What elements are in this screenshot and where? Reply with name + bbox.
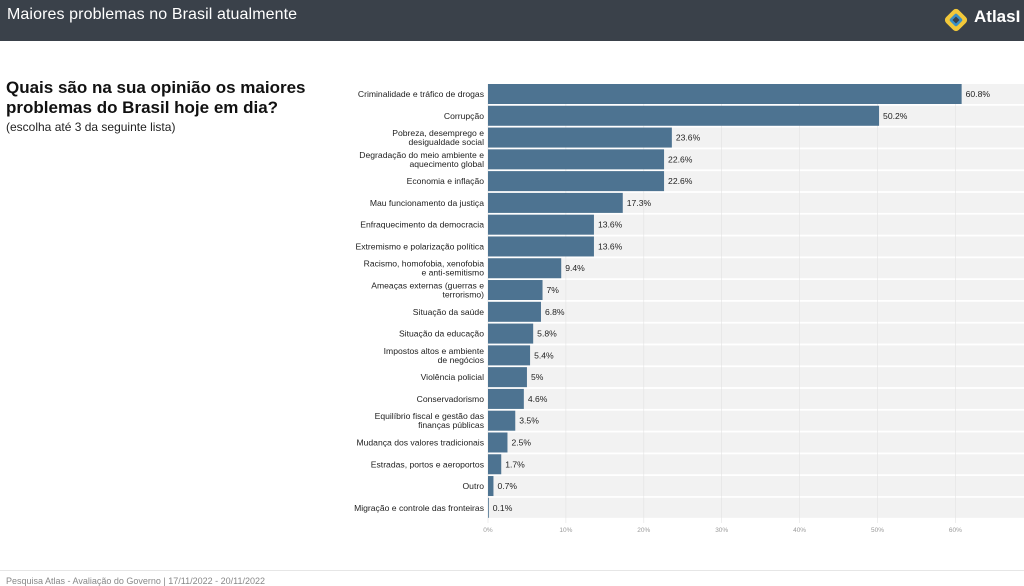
brand: AtlasI	[944, 0, 1024, 41]
category-label: Ameaças externas (guerras e terrorismo)	[371, 281, 484, 300]
row-background	[488, 367, 1024, 388]
bar	[488, 236, 594, 257]
bar	[488, 497, 489, 518]
row-background	[488, 432, 1024, 453]
page-title: Maiores problemas no Brasil atualmente	[7, 6, 298, 23]
row-background	[488, 280, 1024, 301]
row-background	[488, 323, 1024, 344]
atlas-logo-icon	[944, 8, 968, 32]
value-label: 3.5%	[519, 416, 539, 426]
row-background	[488, 388, 1024, 409]
brand-name: AtlasI	[974, 7, 1021, 26]
bar	[488, 432, 508, 453]
value-label: 2.5%	[511, 437, 531, 447]
bar	[488, 410, 516, 431]
value-label: 5.8%	[537, 329, 557, 339]
tick-label: 20%	[637, 527, 650, 534]
row-background	[488, 476, 1024, 497]
row-background	[488, 258, 1024, 279]
category-label: Corrupção	[444, 111, 484, 121]
value-label: 13.6%	[598, 220, 623, 230]
row-background	[488, 236, 1024, 257]
bar	[488, 367, 527, 388]
category-label: Migração e controle das fronteiras	[354, 503, 484, 513]
category-label: Equilíbrio fiscal e gestão das finanças p…	[375, 411, 484, 430]
bar	[488, 345, 531, 366]
bar	[488, 323, 534, 344]
category-label: Violência policial	[421, 372, 484, 382]
category-label: Conservadorismo	[417, 394, 485, 404]
bar	[488, 149, 665, 170]
tick-label: 10%	[559, 527, 572, 534]
category-label: Economia e inflação	[407, 176, 485, 186]
tick-label: 50%	[871, 527, 884, 534]
category-label: Impostos altos e ambiente de negócios	[384, 346, 485, 365]
tick-label: 40%	[793, 527, 806, 534]
question-block: Quais são na sua opinião os maiores prob…	[6, 78, 306, 134]
category-label: Enfraquecimento da democracia	[360, 220, 484, 230]
row-background	[488, 301, 1024, 322]
bar	[488, 171, 665, 192]
category-label: Situação da saúde	[413, 307, 484, 317]
value-label: 22.6%	[668, 176, 693, 186]
value-label: 23.6%	[676, 133, 701, 143]
bar	[488, 388, 524, 409]
category-label: Situação da educação	[399, 329, 484, 339]
tick-label: 60%	[949, 527, 962, 534]
value-label: 0.1%	[493, 503, 513, 513]
category-label: Racismo, homofobia, xenofobia e anti-semi…	[364, 259, 485, 278]
category-label: Outro	[463, 481, 485, 491]
row-background	[488, 345, 1024, 366]
value-label: 4.6%	[528, 394, 548, 404]
bar	[488, 214, 594, 235]
category-label: Mudança dos valores tradicionais	[356, 437, 484, 447]
row-background	[488, 214, 1024, 235]
row-background	[488, 497, 1024, 518]
category-label: Mau funcionamento da justiça	[370, 198, 484, 208]
bar	[488, 127, 672, 148]
bar	[488, 105, 880, 126]
question-title: Quais são na sua opinião os maiores prob…	[6, 78, 306, 117]
bar	[488, 192, 623, 213]
row-background	[488, 454, 1024, 475]
value-label: 17.3%	[627, 198, 652, 208]
category-label: Degradação do meio ambiente e aquecimento…	[359, 150, 484, 169]
value-label: 60.8%	[966, 89, 991, 99]
category-label: Estradas, portos e aeroportos	[371, 459, 484, 469]
category-label: Extremismo e polarização política	[356, 241, 485, 251]
tick-label: 0%	[483, 527, 493, 534]
header-bar: Maiores problemas no Brasil atualmente A…	[0, 0, 1024, 41]
tick-label: 30%	[715, 527, 728, 534]
value-label: 6.8%	[545, 307, 565, 317]
category-label: Pobreza, desemprego e desigualdade social	[392, 128, 484, 147]
value-label: 0.7%	[497, 481, 517, 491]
value-label: 7%	[547, 285, 560, 295]
value-label: 50.2%	[883, 111, 908, 121]
value-label: 1.7%	[505, 459, 525, 469]
bar	[488, 476, 494, 497]
value-label: 5.4%	[534, 350, 554, 360]
question-note: (escolha até 3 da seguinte lista)	[6, 120, 176, 134]
footer-source: Pesquisa Atlas - Avaliação do Governo | …	[6, 576, 266, 586]
bar	[488, 84, 962, 104]
value-label: 22.6%	[668, 154, 693, 164]
value-label: 5%	[531, 372, 544, 382]
value-label: 13.6%	[598, 241, 623, 251]
bar	[488, 280, 543, 301]
bar	[488, 258, 562, 279]
bar	[488, 301, 541, 322]
row-background	[488, 410, 1024, 431]
footer-divider	[0, 570, 1024, 571]
category-label: Criminalidade e tráfico de drogas	[358, 89, 484, 99]
bar	[488, 454, 502, 475]
value-label: 9.4%	[565, 263, 585, 273]
